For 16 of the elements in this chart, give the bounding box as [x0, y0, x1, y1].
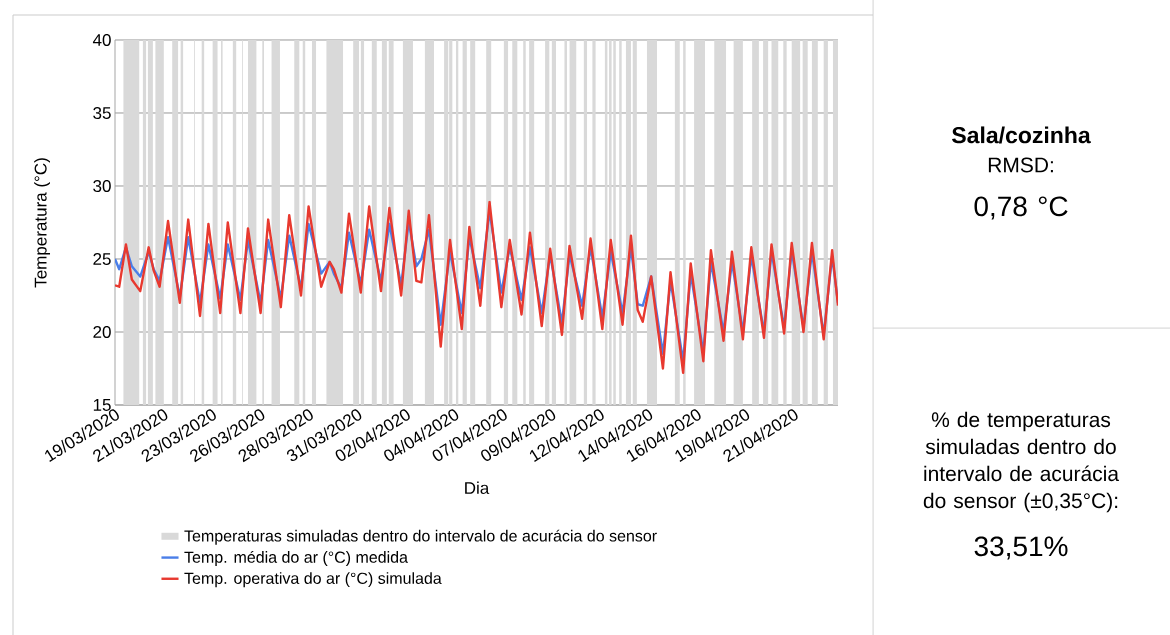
y-tick-label: 40	[92, 33, 111, 47]
text: Sala/cozinha	[952, 126, 1091, 144]
y-tick-label: 20	[93, 325, 111, 339]
text: 33,51%	[974, 536, 1068, 560]
y-tick-label: 30	[93, 179, 111, 193]
legend-label: Temperaturas simuladas dentro do intervalo de acurácia do sensor	[184, 529, 657, 545]
text: % de temperaturas simuladas dentro do intervalo de acurácia do sensor (±0,35°C):	[923, 411, 1120, 513]
text: 0,78 °C	[974, 196, 1068, 220]
y-axis-title: Temperatura (°C)	[34, 158, 51, 288]
x-axis-title: Dia	[465, 481, 490, 495]
text: RMSD:	[988, 157, 1053, 173]
y-tick-label: 25	[93, 252, 111, 266]
legend-label: Temp. média do ar (°C) medida	[184, 550, 408, 567]
legend-label: Temp. operativa do ar (°C) simulada	[184, 572, 442, 588]
y-tick-label: 15	[93, 399, 111, 411]
y-tick-label: 35	[93, 106, 111, 120]
